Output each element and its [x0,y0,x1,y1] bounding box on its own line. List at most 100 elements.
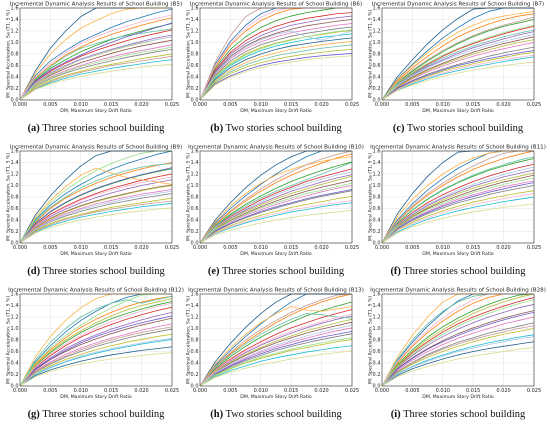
y-tick-label: 0.0 [11,241,19,247]
ida-curve [381,193,535,244]
x-tick-label: 0.010 [436,245,450,251]
x-tick-label: 0.015 [284,245,298,251]
ida-curve [199,306,353,387]
panel-title: Incremental Dynamic Analysis Results of … [370,288,546,294]
x-tick-label: 0.000 [375,245,389,251]
y-tick-label: 1.6 [191,149,199,155]
ida-curve [199,49,353,101]
ida-curve [199,150,353,244]
chart-panel: 0.0 0.2 0.4 0.6 0.8 1.0 1.2 1.4 1.6 0.000 0.005 0.0… [6,0,186,142]
x-tick-label: 0.015 [284,102,298,108]
chart-panel: 0.0 0.2 0.4 0.6 0.8 1.0 1.2 1.4 1.6 0.000 0.005 0.0… [6,143,186,285]
x-tick-label: 0.010 [74,388,88,394]
ida-curve [381,19,535,101]
ida-curve [199,23,353,101]
x-axis-label: DM, Maximum Story Drift Ratio [60,108,132,114]
plot-frame [381,150,535,244]
caption-text: Three stories school building [39,409,165,420]
x-axis-label: DM, Maximum Story Drift Ratio [422,108,494,114]
ida-curve [19,189,173,244]
ida-chart: 0.0 0.2 0.4 0.6 0.8 1.0 1.2 1.4 1.6 0.000 0.005 0.0… [186,2,363,115]
x-tick-label: 0.015 [466,388,480,394]
ida-curve [381,180,535,244]
x-tick-label: 0.025 [345,388,359,394]
panel-title: Incremental Dynamic Analysis Results of … [188,288,364,294]
ida-chart: 0.0 0.2 0.4 0.6 0.8 1.0 1.2 1.4 1.6 0.000 0.005 0.0… [368,2,545,115]
ida-curve [19,44,173,101]
plot-frame [199,293,353,387]
y-tick-label: 0.4 [191,361,199,367]
ida-chart: 0.0 0.2 0.4 0.6 0.8 1.0 1.2 1.4 1.6 0.000 0.005 0.0… [186,288,364,401]
panel-title: Incremental Dynamic Analysis Results of … [10,2,182,8]
y-tick-label: 0.4 [373,218,381,224]
x-tick-label: 0.000 [13,245,27,251]
ida-curve [19,184,173,244]
y-tick-label: 1.2 [373,315,381,321]
ida-curve [381,13,535,101]
y-tick-label: 1.4 [373,17,381,23]
y-axis-label: IM: Spectral Acceleration, Sa (T1, 5 %) [186,153,192,242]
y-tick-label: 0.0 [11,384,19,390]
y-tick-label: 0.8 [373,195,381,201]
ida-curve [19,168,173,244]
ida-curve [381,190,535,244]
y-tick-label: 1.2 [191,29,199,35]
ida-curve [19,53,173,101]
x-tick-label: 0.005 [43,102,57,108]
ida-curve [19,173,173,244]
x-tick-label: 0.005 [405,102,419,108]
y-tick-label: 0.4 [11,218,19,224]
x-tick-label: 0.020 [496,388,510,394]
ida-curve [199,53,353,101]
ida-curve [19,34,173,101]
y-tick-label: 0.2 [11,372,19,378]
chart-panel: 0.0 0.2 0.4 0.6 0.8 1.0 1.2 1.4 1.6 0.000 0.005 0.0… [368,286,548,428]
ida-curve [199,55,353,101]
y-tick-label: 1.6 [373,149,381,155]
ida-curve [19,326,173,387]
ida-curve [199,309,353,387]
y-tick-label: 0.2 [373,229,381,235]
ida-curve [19,17,173,101]
ida-curve [199,337,353,387]
ida-curve [381,61,535,101]
y-tick-label: 1.0 [191,40,199,46]
y-tick-label: 0.0 [373,98,381,104]
ida-curve [199,26,353,101]
ida-curve [19,29,173,101]
ida-curve [199,301,353,387]
ida-curve [381,39,535,101]
y-tick-label: 0.6 [191,349,199,355]
y-tick-label: 0.6 [373,63,381,69]
y-tick-label: 0.6 [11,349,19,355]
plot-frame [19,293,173,387]
y-tick-label: 1.2 [11,172,19,178]
panel-title: Incremental Dynamic Analysis Results of … [370,145,546,151]
y-tick-label: 0.0 [191,384,199,390]
ida-curve [381,26,535,101]
y-tick-label: 0.4 [373,361,381,367]
ida-curve [19,167,173,244]
plot-frame [199,7,353,101]
y-axis-label: IM: Spectral Acceleration, Sa (T1, 5 %) [368,296,374,385]
ida-curve [199,19,353,101]
ida-curve [381,328,535,387]
x-tick-label: 0.015 [104,245,118,251]
ida-curve [19,39,173,101]
x-axis-label: DM, Maximum Story Drift Ratio [240,394,312,400]
ida-curve [381,303,535,387]
panel-title: Incremental Dynamic Analysis Results of … [188,145,364,151]
ida-curve [381,316,535,387]
y-axis-label: IM: Spectral Acceleration, Sa (T1, 5 %) [6,296,12,385]
ida-curve [19,312,173,387]
x-tick-label: 0.005 [43,388,57,394]
ida-curve [381,325,535,387]
ida-curve [381,11,535,101]
ida-curve [19,352,173,387]
panel-caption: (b) Two stories school building [186,123,366,134]
ida-curve [381,310,535,387]
y-tick-label: 1.6 [11,292,19,298]
ida-chart: 0.0 0.2 0.4 0.6 0.8 1.0 1.2 1.4 1.6 0.000 0.005 0.0… [6,145,183,258]
ida-curve [19,63,173,101]
x-tick-label: 0.010 [74,245,88,251]
